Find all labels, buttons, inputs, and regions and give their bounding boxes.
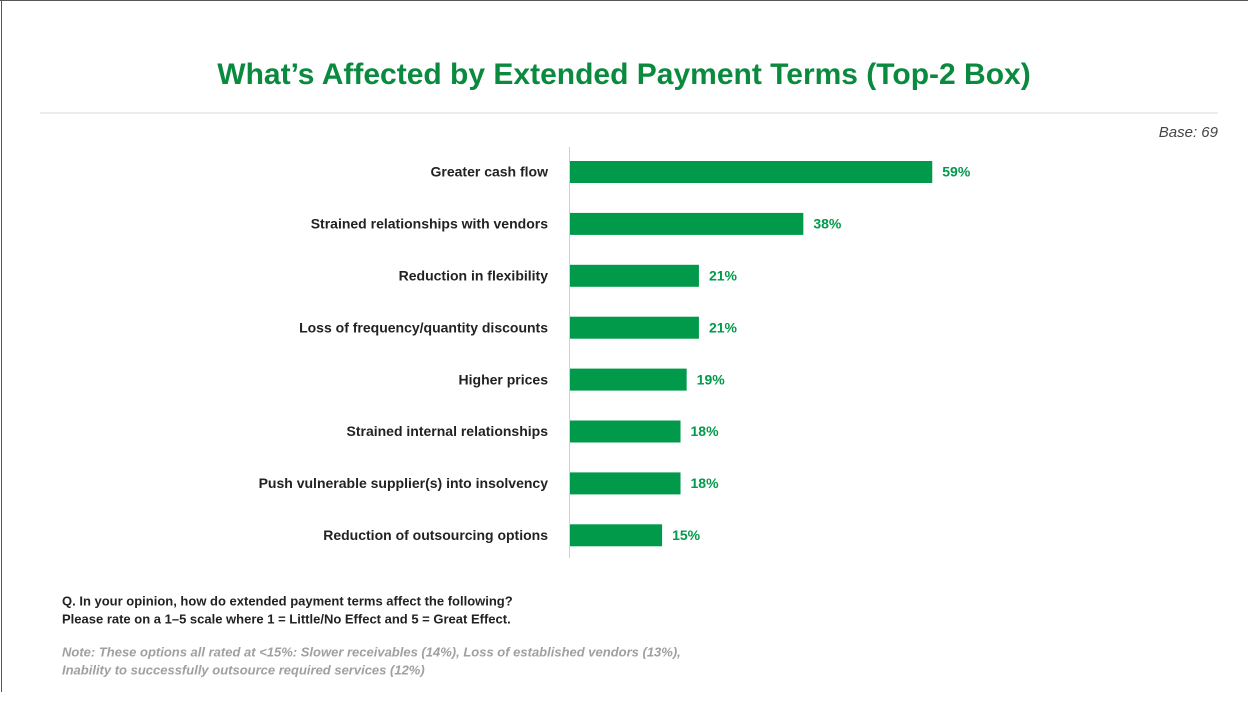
value-label: 18% <box>691 475 720 491</box>
bar <box>570 420 681 443</box>
bar <box>570 264 699 287</box>
question-line: Q. In your opinion, how do extended paym… <box>62 593 513 608</box>
bar <box>570 472 681 495</box>
category-label: Loss of frequency/quantity discounts <box>299 319 548 335</box>
category-label: Push vulnerable supplier(s) into insolve… <box>259 475 549 491</box>
value-label: 38% <box>813 216 842 232</box>
category-label: Greater cash flow <box>431 164 549 180</box>
bar <box>570 212 804 235</box>
base-note: Base: 69 <box>1159 124 1219 141</box>
category-label: Reduction of outsourcing options <box>323 527 548 543</box>
value-label: 15% <box>672 527 701 543</box>
category-label: Strained relationships with vendors <box>311 216 548 232</box>
bar <box>570 161 933 183</box>
note-line: Inability to successfully outsource requ… <box>62 662 425 677</box>
value-label: 19% <box>697 371 726 387</box>
bar <box>570 368 687 391</box>
category-label: Strained internal relationships <box>347 423 549 439</box>
bar <box>570 316 699 339</box>
value-label: 18% <box>691 423 720 439</box>
value-label: 59% <box>942 164 971 180</box>
value-label: 21% <box>709 268 738 284</box>
bar <box>570 524 663 547</box>
chart-title: What’s Affected by Extended Payment Term… <box>217 58 1030 91</box>
category-label: Higher prices <box>459 371 549 387</box>
value-label: 21% <box>709 319 738 335</box>
note-line: Note: These options all rated at <15%: S… <box>62 644 681 659</box>
category-label: Reduction in flexibility <box>399 268 549 284</box>
question-line: Please rate on a 1–5 scale where 1 = Lit… <box>62 611 511 626</box>
